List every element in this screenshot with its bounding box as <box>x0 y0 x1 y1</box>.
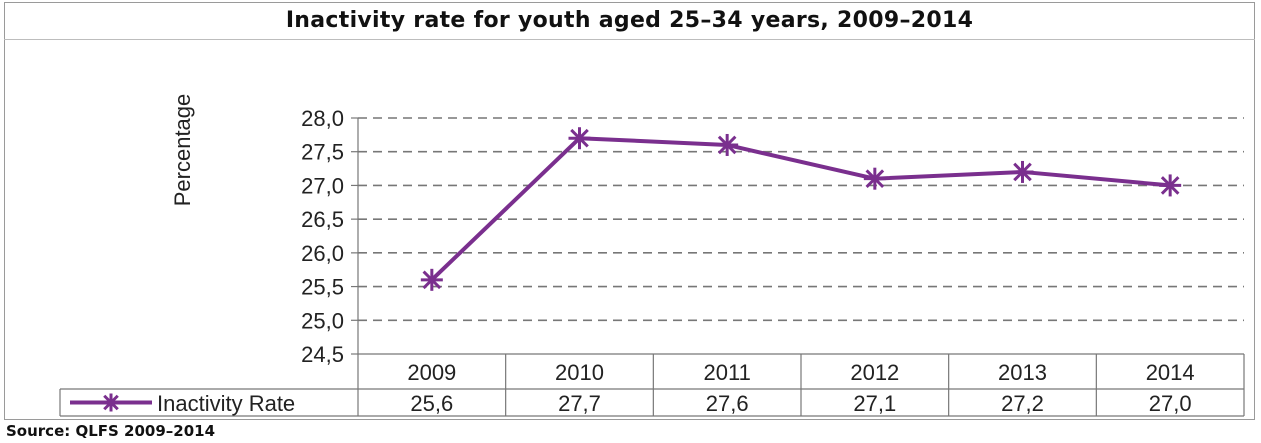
data-value-label: 25,6 <box>410 391 453 416</box>
y-tick-label: 26,0 <box>301 241 344 266</box>
y-axis-label: Percentage <box>170 94 195 207</box>
legend-label: Inactivity Rate <box>157 391 295 416</box>
legend-marker <box>102 393 120 412</box>
data-value-label: 27,1 <box>853 391 896 416</box>
x-category-label: 2010 <box>555 360 604 385</box>
series-layer <box>102 127 1182 412</box>
x-category-label: 2009 <box>407 360 456 385</box>
data-value-label: 27,6 <box>706 391 749 416</box>
data-point-marker <box>420 268 443 291</box>
y-tick-label: 25,5 <box>301 275 344 300</box>
x-category-label: 2014 <box>1146 360 1195 385</box>
data-point-marker <box>1011 160 1034 183</box>
y-tick-label: 28,0 <box>301 106 344 131</box>
chart-title: Inactivity rate for youth aged 25–34 yea… <box>285 8 974 33</box>
data-table: 2009 25,6 2010 27,7 2011 27,6 2012 27,1 2013 27,2… <box>59 353 1245 417</box>
gridlines <box>358 117 1244 322</box>
data-value-label: 27,2 <box>1001 391 1044 416</box>
y-tick-label: 24,5 <box>301 342 344 367</box>
chart-figure <box>4 2 1255 420</box>
series-line-inactivity-rate <box>430 136 1171 282</box>
source-note: Source: QLFS 2009–2014 <box>6 422 216 440</box>
title-band: Inactivity rate for youth aged 25–34 yea… <box>4 2 1255 40</box>
x-category-label: 2011 <box>704 360 751 385</box>
y-tick-label: 27,5 <box>301 140 344 165</box>
y-tick-label: 26,5 <box>301 207 344 232</box>
data-point-marker <box>568 127 591 150</box>
x-category-label: 2012 <box>850 360 899 385</box>
x-category-label: 2013 <box>998 360 1047 385</box>
data-point-marker <box>1159 174 1182 197</box>
y-tick-label: 27,0 <box>301 173 344 198</box>
data-value-label: 27,7 <box>558 391 601 416</box>
data-point-marker <box>863 167 886 190</box>
axes: 24,5 25,0 25,5 26,0 26,5 27,0 27,5 28,0 <box>301 106 359 389</box>
data-point-marker <box>716 133 739 156</box>
y-tick-label: 25,0 <box>301 308 344 333</box>
data-value-label: 27,0 <box>1149 391 1192 416</box>
